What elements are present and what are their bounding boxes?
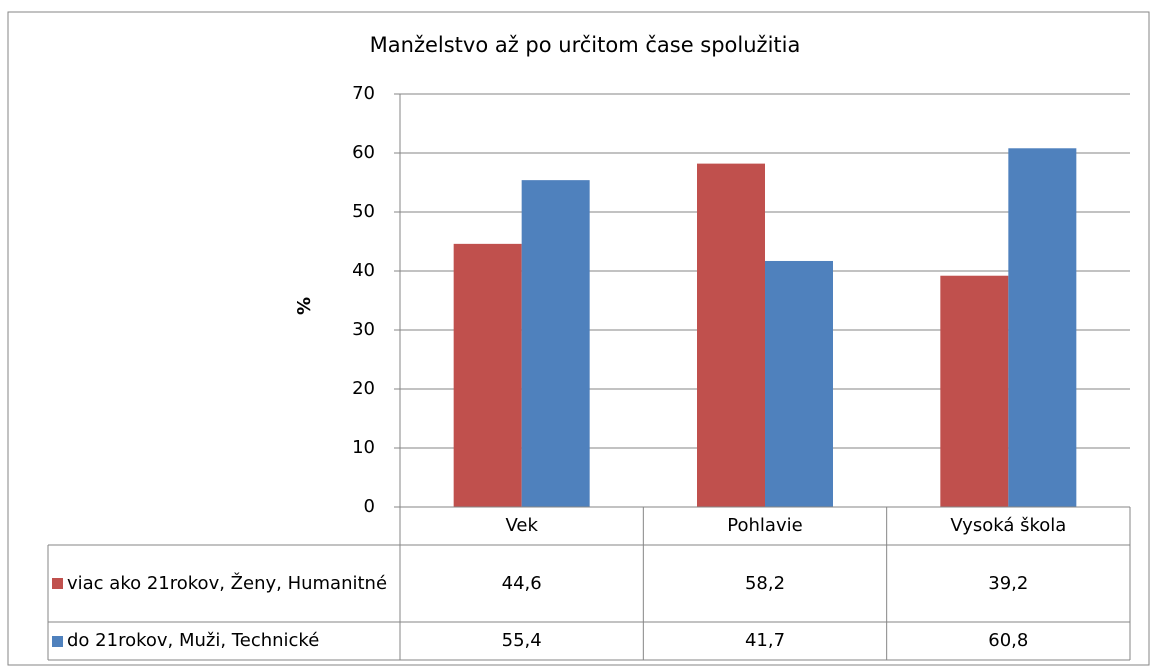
bar xyxy=(765,260,833,507)
legend-swatch xyxy=(52,578,63,589)
data-table-value-text: 39,2 xyxy=(988,572,1029,594)
x-tick-label-text: Vek xyxy=(505,515,538,536)
x-tick-label: Pohlavie xyxy=(643,507,886,545)
data-table-value: 44,6 xyxy=(400,545,643,622)
y-tick-label: 0 xyxy=(364,496,375,517)
data-table-value-text: 55,4 xyxy=(501,630,542,651)
data-table-value-text: 60,8 xyxy=(988,630,1029,651)
y-tick-label: 40 xyxy=(352,260,375,281)
data-table-value: 39,2 xyxy=(887,545,1130,622)
bar xyxy=(453,243,522,508)
bar xyxy=(1008,148,1077,507)
data-table-value-text: 58,2 xyxy=(744,572,786,594)
x-tick-label: Vek xyxy=(400,507,643,545)
legend-swatch xyxy=(52,635,63,647)
data-table-value: 58,2 xyxy=(643,545,886,622)
y-tick-label: 30 xyxy=(352,319,375,340)
data-table-value: 60,8 xyxy=(887,622,1130,660)
data-table-value: 55,4 xyxy=(400,622,643,660)
legend-entry-text: viac ako 21rokov, Ženy, Humanitné xyxy=(67,572,388,594)
legend-entry: do 21rokov, Muži, Technické xyxy=(52,622,396,660)
y-tick-label: 60 xyxy=(352,142,375,163)
chart-title: Manželstvo až po určitom čase spolužitia xyxy=(370,33,801,57)
x-tick-label-text: Vysoká škola xyxy=(950,515,1067,536)
data-table-value: 41,7 xyxy=(643,622,886,660)
x-tick-label-text: Pohlavie xyxy=(727,515,803,536)
bar xyxy=(697,163,765,507)
bar xyxy=(521,180,590,507)
y-tick-label: 10 xyxy=(352,437,375,458)
y-tick-label: 70 xyxy=(352,83,375,104)
chart-border xyxy=(7,11,1150,666)
x-tick-label: Vysoká škola xyxy=(887,507,1130,545)
y-axis-label: % xyxy=(294,297,315,315)
y-tick-label: 20 xyxy=(352,378,375,399)
data-table-value-text: 44,6 xyxy=(501,572,542,594)
legend-entry: viac ako 21rokov, Ženy, Humanitné xyxy=(52,545,396,622)
y-tick-label: 50 xyxy=(352,201,375,222)
legend-entry-text: do 21rokov, Muži, Technické xyxy=(67,630,320,651)
bar xyxy=(940,275,1009,507)
data-table-value-text: 41,7 xyxy=(744,630,786,651)
